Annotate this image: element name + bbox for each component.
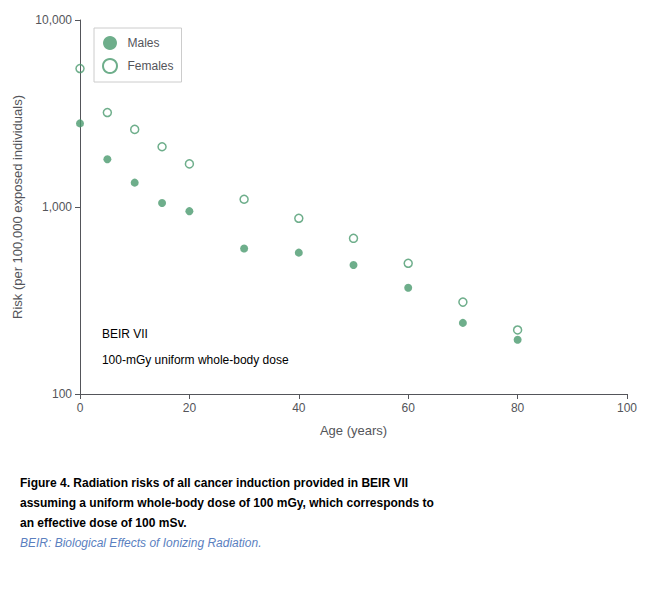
svg-text:Age (years): Age (years) bbox=[320, 423, 387, 438]
svg-text:an effective dose of 100 mSv.: an effective dose of 100 mSv. bbox=[20, 516, 187, 530]
svg-text:100-mGy uniform whole-body dos: 100-mGy uniform whole-body dose bbox=[102, 353, 289, 367]
svg-text:Males: Males bbox=[128, 36, 160, 50]
svg-text:1,000: 1,000 bbox=[42, 200, 72, 214]
svg-text:Figure 4. Radiation risks of a: Figure 4. Radiation risks of all cancer … bbox=[20, 476, 408, 490]
svg-text:40: 40 bbox=[292, 401, 306, 415]
svg-text:100: 100 bbox=[52, 387, 72, 401]
svg-text:BEIR VII: BEIR VII bbox=[102, 327, 148, 341]
svg-text:80: 80 bbox=[511, 401, 525, 415]
svg-text:Risk (per 100,000 exposed indi: Risk (per 100,000 exposed individuals) bbox=[10, 95, 25, 319]
svg-text:assuming a uniform whole-body: assuming a uniform whole-body dose of 10… bbox=[20, 496, 434, 510]
svg-text:20: 20 bbox=[183, 401, 197, 415]
svg-text:10,000: 10,000 bbox=[35, 13, 72, 27]
svg-text:Females: Females bbox=[128, 59, 174, 73]
svg-text:BEIR: Biological Effects of Io: BEIR: Biological Effects of Ionizing Rad… bbox=[20, 536, 261, 550]
svg-text:60: 60 bbox=[402, 401, 416, 415]
svg-text:0: 0 bbox=[77, 401, 84, 415]
svg-text:100: 100 bbox=[617, 401, 637, 415]
